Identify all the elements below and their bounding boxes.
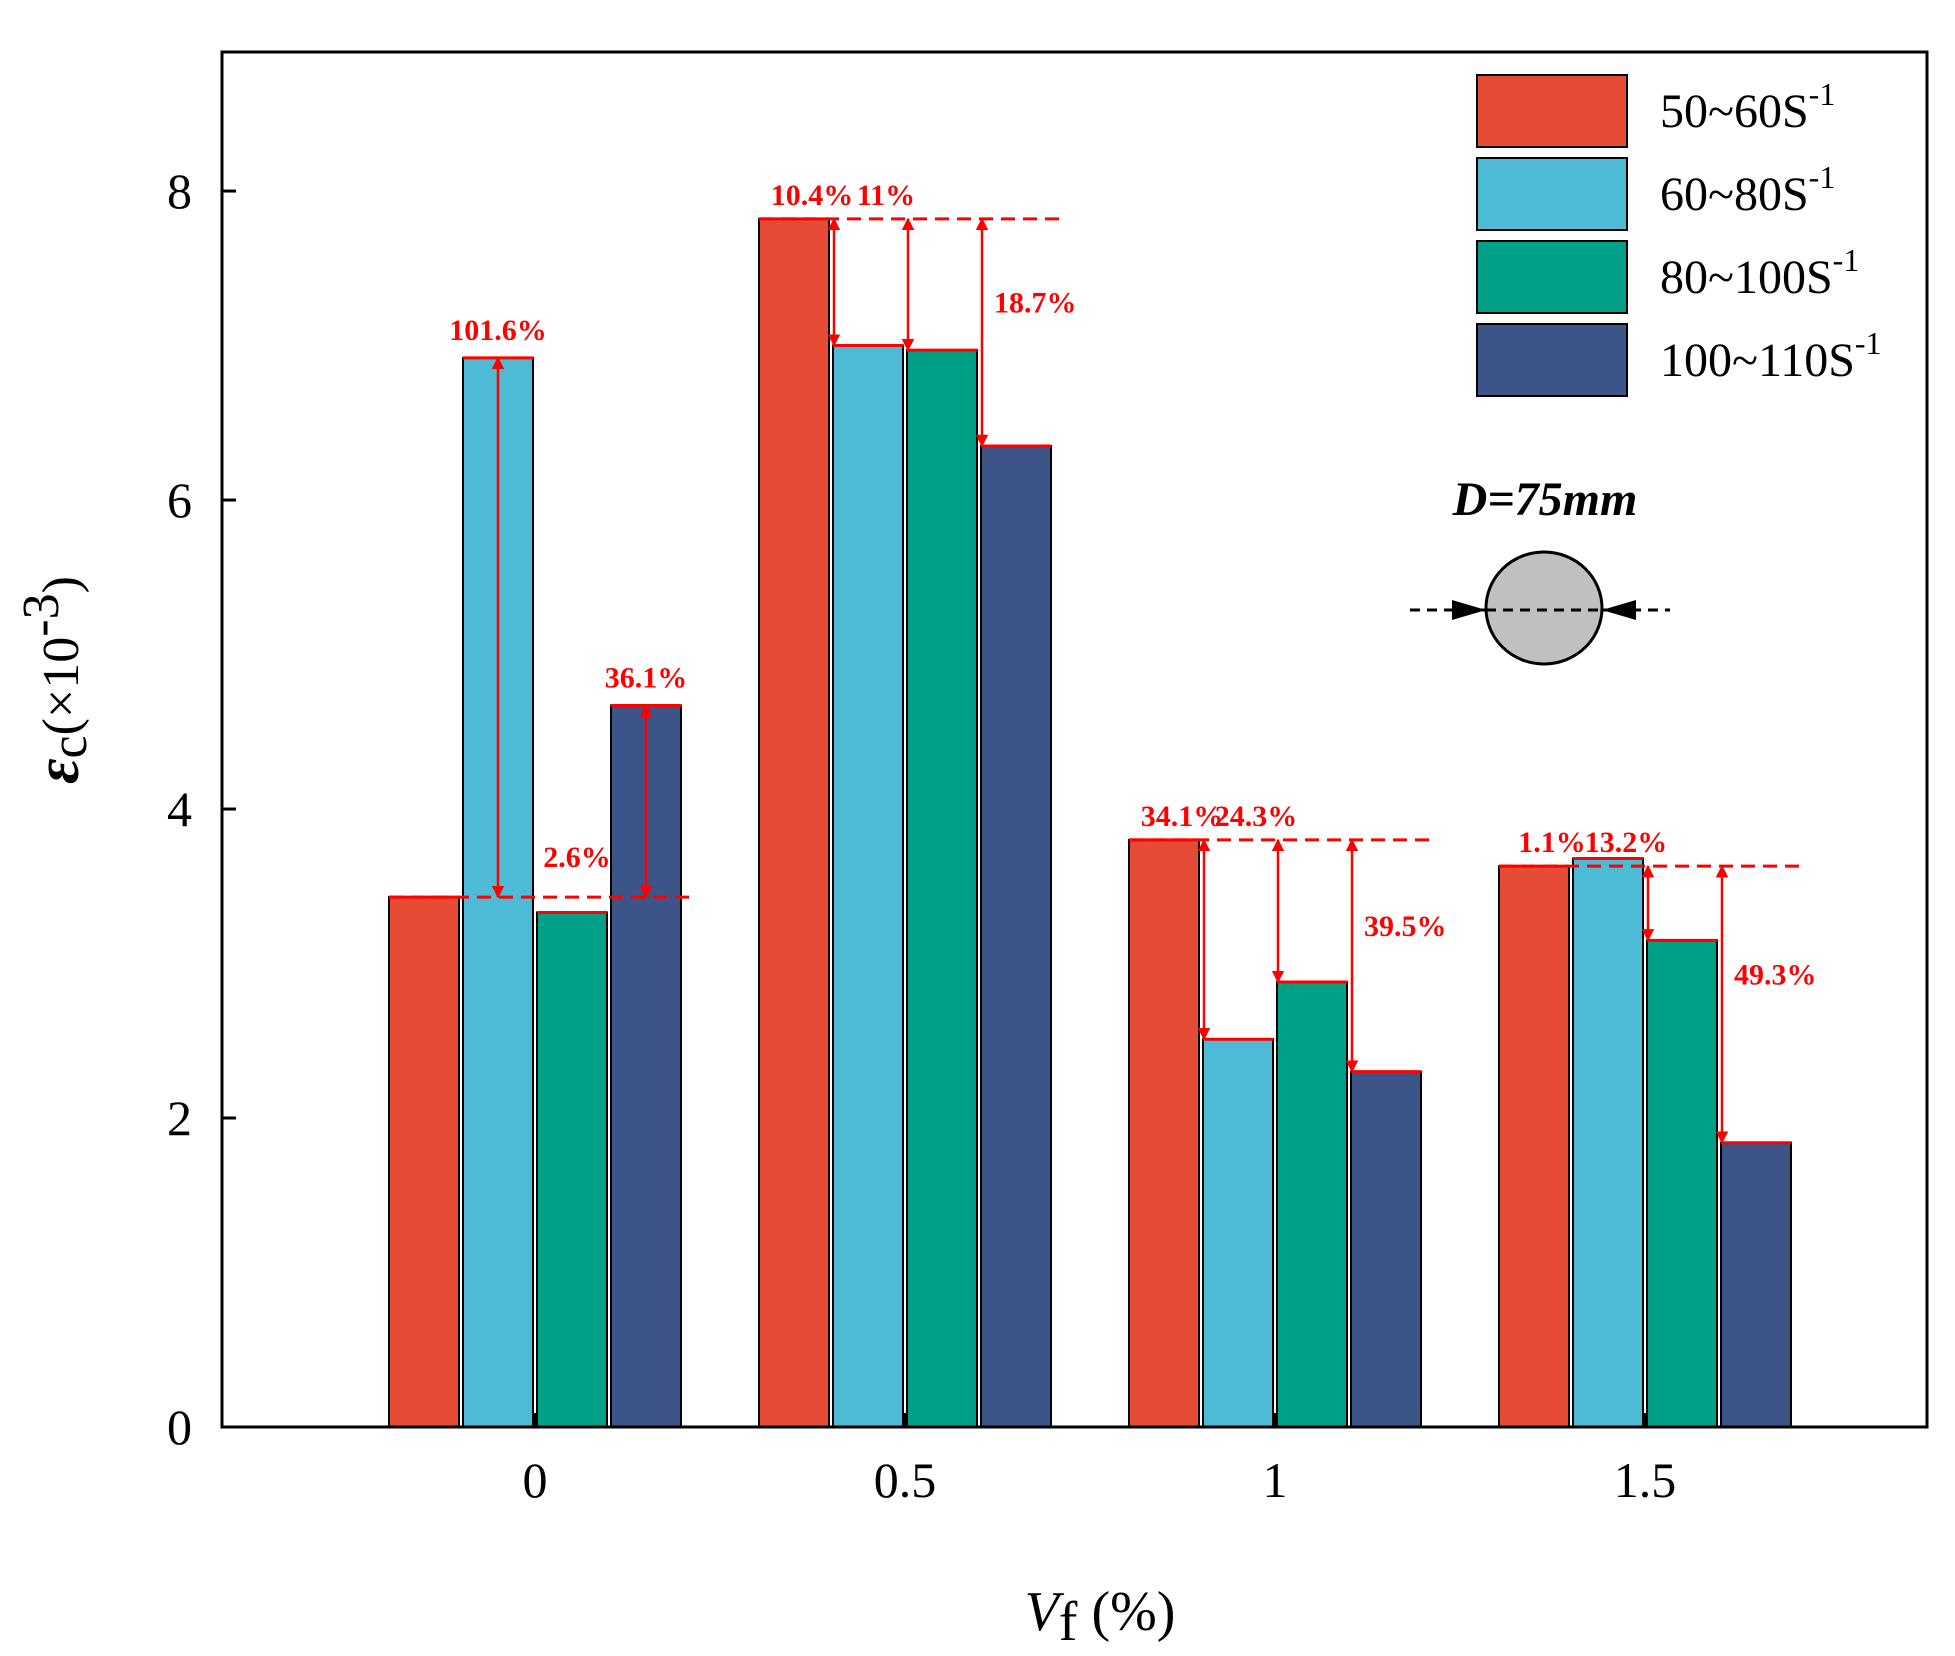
legend-label-4: 100~110S-1	[1660, 325, 1882, 387]
y-tick-label: 2	[167, 1090, 192, 1146]
bar-1-series-2	[1202, 1038, 1274, 1428]
legend-swatch-1	[1476, 74, 1628, 148]
legend-label-3: 80~100S-1	[1660, 242, 1859, 304]
y-axis-label: εc(×10-3)	[13, 576, 98, 784]
bar-1.5-series-2	[1572, 857, 1644, 1428]
bar-0-series-1	[388, 896, 460, 1428]
annotation-label-7: 34.1%	[1141, 800, 1224, 833]
x-ticks: 0 0.5 1 1.5	[523, 1413, 1677, 1508]
inset-arrow-left-icon	[1452, 600, 1486, 620]
x-axis-label-sub: f	[1059, 1591, 1078, 1651]
plot-frame	[220, 50, 1929, 1429]
bar-0.5-series-2	[832, 344, 904, 1429]
legend: 50~60S-1 60~80S-1 80~100S-1 100~110S-1	[1476, 74, 1882, 397]
annotation-label-1: 101.6%	[449, 314, 547, 347]
legend-swatch-2	[1476, 157, 1628, 231]
y-tick-label: 8	[167, 163, 192, 219]
y-axis-label-sup: -3	[13, 593, 70, 636]
specimen-inset: D=75mm	[1410, 473, 1670, 666]
inset-arrow-right-icon	[1602, 600, 1636, 620]
bar-0.5-series-4	[980, 444, 1052, 1428]
y-tick-label: 4	[167, 781, 192, 837]
y-ticks: 0 2 4 6 8	[167, 163, 236, 1455]
y-tick-label: 0	[167, 1399, 192, 1455]
x-tick-label: 1.5	[1614, 1452, 1677, 1508]
bar-0-series-3	[536, 911, 608, 1428]
legend-swatch-4	[1476, 323, 1628, 397]
annotation-label-12: 49.3%	[1734, 958, 1817, 991]
y-tick-label: 6	[167, 472, 192, 528]
inset-specimen-circle	[1484, 550, 1604, 666]
x-tick-label: 0.5	[874, 1452, 937, 1508]
bar-1-series-1	[1128, 838, 1200, 1428]
bar-0.5-series-3	[906, 349, 978, 1428]
legend-label-1: 50~60S-1	[1660, 76, 1835, 138]
x-tick-label: 1	[1263, 1452, 1288, 1508]
annotation-label-4: 10.4%	[771, 179, 854, 212]
bar-1.5-series-1	[1498, 865, 1570, 1428]
annotation-label-2: 2.6%	[543, 841, 611, 874]
bar-0.5-series-1	[758, 217, 830, 1429]
x-axis-label-main: V	[1025, 1581, 1065, 1643]
annotation-label-6: 18.7%	[994, 286, 1077, 319]
y-axis-label-main: ε	[24, 758, 92, 783]
bar-1.5-series-4	[1720, 1141, 1792, 1428]
legend-label-2: 60~80S-1	[1660, 159, 1835, 221]
inset-title: D=75mm	[1452, 473, 1638, 526]
annotation-label-3: 36.1%	[605, 662, 688, 695]
y-axis-label-rest: (×10	[33, 637, 90, 736]
annotation-label-5: 11%	[857, 179, 915, 212]
bar-1-series-3	[1276, 981, 1348, 1428]
legend-swatch-3	[1476, 240, 1628, 314]
y-axis-label-end: )	[33, 576, 90, 593]
x-axis-label-rest: (%)	[1077, 1581, 1175, 1643]
annotation-label-8: 24.3%	[1215, 800, 1298, 833]
bar-1-series-4	[1350, 1070, 1422, 1429]
x-axis-label: Vf (%)	[1025, 1581, 1176, 1651]
annotation-layer: 101.6% 2.6% 36.1% 10.4% 11% 18.7% 34.1%24.3% 39…	[389, 179, 1817, 1145]
annotation-label-10: 1.1%	[1518, 826, 1586, 859]
x-tick-label: 0	[523, 1452, 548, 1508]
bar-1.5-series-3	[1646, 939, 1718, 1429]
annotation-label-9: 39.5%	[1364, 910, 1447, 943]
annotation-label-11: 13.2%	[1585, 826, 1668, 859]
bars-layer	[388, 217, 1792, 1429]
y-axis-label-sub: c	[41, 735, 98, 758]
